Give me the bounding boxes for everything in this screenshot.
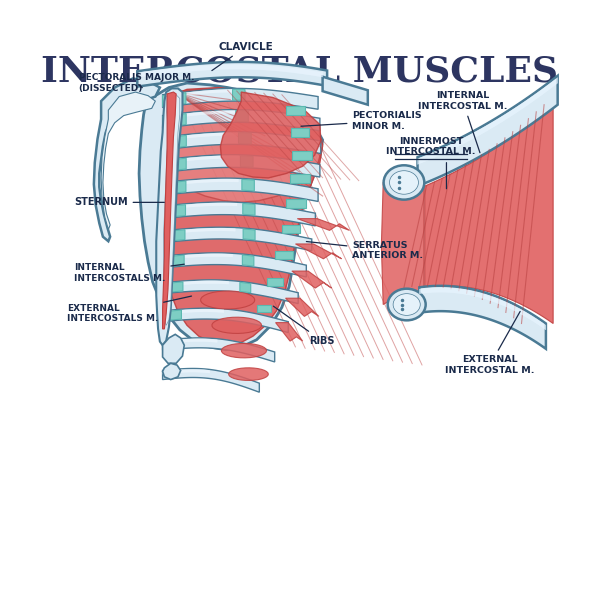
Polygon shape <box>239 133 251 144</box>
Polygon shape <box>156 88 182 345</box>
Polygon shape <box>163 338 275 362</box>
Polygon shape <box>163 228 235 235</box>
Polygon shape <box>163 113 186 127</box>
Polygon shape <box>418 77 557 164</box>
Polygon shape <box>419 287 546 330</box>
Polygon shape <box>163 308 288 332</box>
Polygon shape <box>94 79 160 241</box>
Polygon shape <box>241 156 253 167</box>
Polygon shape <box>242 255 254 266</box>
Polygon shape <box>290 175 310 184</box>
Polygon shape <box>212 317 262 334</box>
Polygon shape <box>163 94 180 325</box>
Polygon shape <box>163 110 239 119</box>
Polygon shape <box>220 92 321 178</box>
Polygon shape <box>163 363 181 380</box>
Polygon shape <box>163 370 210 374</box>
Polygon shape <box>163 88 318 109</box>
Polygon shape <box>163 181 186 194</box>
Polygon shape <box>163 110 320 131</box>
Ellipse shape <box>388 289 425 320</box>
Polygon shape <box>291 128 309 137</box>
Polygon shape <box>295 244 341 259</box>
Text: EXTERNAL
INTERCOSTAL M.: EXTERNAL INTERCOSTAL M. <box>445 311 535 375</box>
Polygon shape <box>382 168 424 305</box>
Polygon shape <box>163 132 321 154</box>
Polygon shape <box>163 310 181 321</box>
Polygon shape <box>163 334 184 363</box>
Polygon shape <box>292 271 332 288</box>
Polygon shape <box>163 202 316 226</box>
Polygon shape <box>323 77 368 105</box>
Polygon shape <box>243 203 255 215</box>
Text: STERNUM: STERNUM <box>74 197 164 208</box>
Polygon shape <box>221 343 266 358</box>
Polygon shape <box>142 65 323 77</box>
Polygon shape <box>243 229 255 240</box>
Text: RIBS: RIBS <box>274 306 335 346</box>
Polygon shape <box>229 368 268 380</box>
Polygon shape <box>163 205 185 218</box>
Polygon shape <box>163 179 238 186</box>
Polygon shape <box>425 105 553 323</box>
Polygon shape <box>163 281 229 286</box>
Polygon shape <box>163 282 183 293</box>
Polygon shape <box>297 218 349 230</box>
Polygon shape <box>163 254 233 260</box>
Polygon shape <box>163 133 239 141</box>
Polygon shape <box>418 76 557 186</box>
Polygon shape <box>286 199 307 208</box>
Polygon shape <box>233 89 245 100</box>
Polygon shape <box>266 278 283 286</box>
Text: SERRATUS
ANTERIOR M.: SERRATUS ANTERIOR M. <box>307 241 424 260</box>
Polygon shape <box>419 286 546 349</box>
Text: EXTERNAL
INTERCOSTALS M.: EXTERNAL INTERCOSTALS M. <box>67 296 191 323</box>
Polygon shape <box>163 89 238 98</box>
Polygon shape <box>163 255 184 267</box>
Text: INNERMOST
INTERCOSTAL M.: INNERMOST INTERCOSTAL M. <box>386 137 476 156</box>
Text: INTERNAL
INTERCOSTALS M.: INTERNAL INTERCOSTALS M. <box>74 263 184 283</box>
Text: CLAVICLE: CLAVICLE <box>212 42 273 71</box>
Polygon shape <box>163 368 259 392</box>
Ellipse shape <box>389 171 418 194</box>
Polygon shape <box>236 110 248 122</box>
Polygon shape <box>163 230 185 242</box>
Polygon shape <box>163 92 176 329</box>
Polygon shape <box>163 158 186 172</box>
Polygon shape <box>275 251 293 259</box>
Ellipse shape <box>383 165 424 200</box>
Polygon shape <box>163 92 186 107</box>
Text: INTERNAL
INTERCOSTAL M.: INTERNAL INTERCOSTAL M. <box>418 91 508 153</box>
Polygon shape <box>282 224 300 233</box>
Polygon shape <box>275 323 303 341</box>
Text: INTERCOSTAL MUSCLES: INTERCOSTAL MUSCLES <box>41 54 559 88</box>
Polygon shape <box>163 227 312 251</box>
Text: PECTORALIS MAJOR M.
(DISSECTED): PECTORALIS MAJOR M. (DISSECTED) <box>79 73 194 93</box>
Polygon shape <box>169 89 323 202</box>
Polygon shape <box>286 106 305 115</box>
Polygon shape <box>163 155 320 177</box>
Polygon shape <box>292 151 312 160</box>
Polygon shape <box>163 309 224 314</box>
Polygon shape <box>163 178 318 202</box>
Polygon shape <box>163 155 239 163</box>
Polygon shape <box>101 92 155 229</box>
Ellipse shape <box>393 293 420 316</box>
Polygon shape <box>163 339 217 344</box>
Polygon shape <box>163 136 187 149</box>
Polygon shape <box>163 280 298 304</box>
Polygon shape <box>240 283 251 293</box>
Polygon shape <box>163 253 307 277</box>
Polygon shape <box>201 291 255 309</box>
Polygon shape <box>163 203 237 209</box>
Polygon shape <box>257 305 271 312</box>
Polygon shape <box>286 298 319 316</box>
Polygon shape <box>139 83 323 350</box>
Text: PECTORIALIS
MINOR M.: PECTORIALIS MINOR M. <box>301 111 422 131</box>
Polygon shape <box>166 88 323 345</box>
Polygon shape <box>137 62 327 86</box>
Polygon shape <box>242 179 254 191</box>
